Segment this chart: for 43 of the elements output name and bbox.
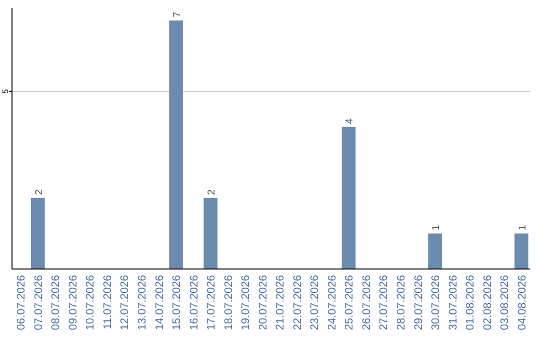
x-tick-label: 21.07.2026 [274,275,287,330]
x-tick-label: 23.07.2026 [309,275,322,330]
x-tick-label: 12.07.2026 [119,275,132,330]
x-tick-label: 06.07.2026 [16,275,28,330]
x-tick-label: 07.07.2026 [32,275,45,330]
x-tick-label: 25.07.2026 [344,275,356,330]
bar [204,198,218,269]
x-tick-label: 22.07.2026 [292,275,304,330]
data-label: 7 [172,11,184,18]
bar [428,233,442,269]
x-tick-label: 27.07.2026 [378,275,390,330]
x-tick-label: 26.07.2026 [360,275,373,330]
x-tick-label: 04.08.2026 [516,275,528,330]
x-tick-label: 11.07.2026 [102,275,114,330]
x-tick-label: 03.08.2026 [499,275,512,330]
x-tick-label: 31.07.2026 [447,275,460,330]
x-tick-label: 24.07.2026 [326,275,338,330]
x-tick-label: 16.07.2026 [188,275,200,330]
x-tick-label: 13.07.2026 [136,275,148,330]
x-tick-label: 09.07.2026 [67,275,80,330]
x-tick-label: 20.07.2026 [257,275,270,330]
y-tick-label: 5 [1,88,10,94]
bar [30,198,45,269]
x-tick-label: 17.07.2026 [206,275,218,330]
data-label: 4 [344,118,356,124]
data-label: 2 [34,188,45,195]
data-label: 1 [431,224,442,230]
x-tick-label: 15.07.2026 [171,275,184,330]
x-tick-label: 19.07.2026 [240,275,252,330]
x-tick-label: 02.08.2026 [482,275,494,330]
x-tick-label: 08.07.2026 [50,275,62,330]
x-tick-label: 01.08.2026 [464,275,477,330]
bar [342,126,356,269]
x-tick-label: 14.07.2026 [154,275,166,330]
x-tick-label: 18.07.2026 [222,275,235,330]
bar [514,233,528,269]
bar [169,20,183,269]
x-tick-label: 28.07.2026 [396,275,408,330]
data-label: 2 [206,188,218,195]
x-tick-label: 29.07.2026 [412,275,425,330]
x-tick-label: 10.07.2026 [84,275,97,330]
x-tick-label: 30.07.2026 [430,275,442,330]
data-label: 1 [517,224,528,230]
